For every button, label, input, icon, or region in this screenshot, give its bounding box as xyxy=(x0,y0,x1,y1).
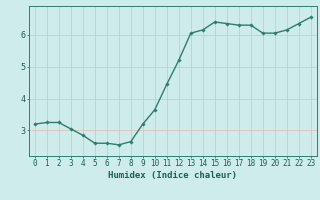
X-axis label: Humidex (Indice chaleur): Humidex (Indice chaleur) xyxy=(108,171,237,180)
